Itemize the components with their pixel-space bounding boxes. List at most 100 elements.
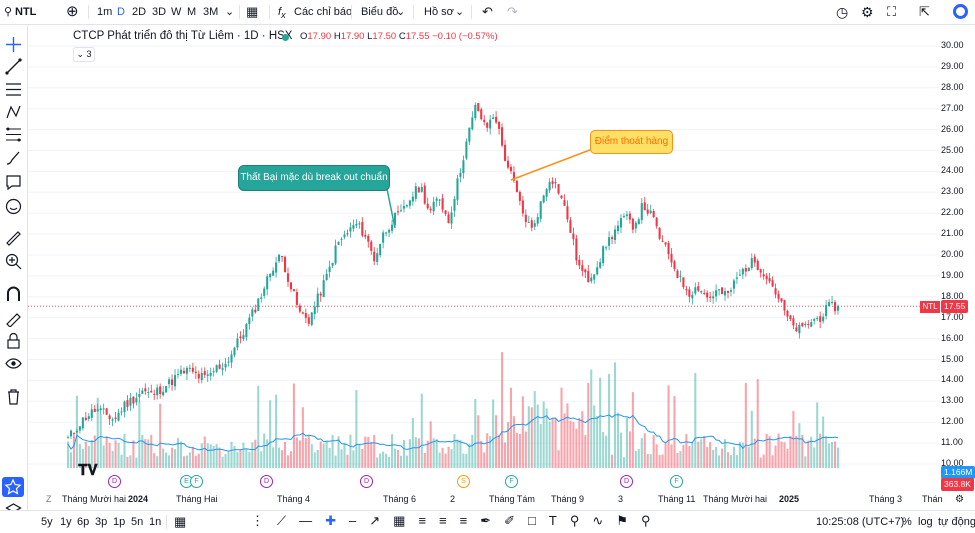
range-1y[interactable]: 1y — [60, 516, 72, 528]
interval-1m[interactable]: 1m — [97, 6, 113, 18]
favorite-star-button[interactable] — [2, 477, 24, 497]
indicators-button[interactable]: Các chỉ báo — [294, 6, 353, 18]
zoom-in-icon[interactable] — [4, 252, 23, 271]
volume-bar — [542, 401, 545, 468]
crosshair-tool-icon[interactable]: ✚ — [325, 513, 337, 528]
candle-body — [289, 282, 293, 290]
candle-body — [432, 201, 435, 212]
goto-date-icon[interactable]: ▦ — [174, 514, 187, 529]
flag-tool-icon[interactable]: ⚑ — [616, 513, 628, 528]
parallel-channel-icon[interactable] — [4, 80, 23, 99]
volume-bar — [349, 434, 352, 468]
event-marker[interactable]: F — [190, 475, 203, 488]
brush-tool-icon[interactable]: ✒ — [480, 513, 492, 528]
interval-w[interactable]: W — [171, 6, 182, 18]
fib-tool-icon[interactable]: ≡ — [418, 513, 427, 528]
emoji-icon[interactable] — [4, 197, 23, 216]
pitchfork-tool-icon[interactable]: ≡ — [459, 513, 468, 528]
event-marker[interactable]: D — [360, 475, 373, 488]
volume-bar — [197, 453, 200, 468]
event-marker[interactable]: F — [670, 475, 683, 488]
candle-body — [483, 119, 486, 123]
volume-bar — [141, 435, 144, 468]
candle-body — [147, 391, 150, 393]
clock-time[interactable]: 10:25:08 (UTC+7) — [816, 516, 905, 528]
share-icon[interactable]: ⇱ — [919, 4, 930, 19]
event-marker[interactable]: S — [457, 475, 470, 488]
lock-drawing-icon[interactable] — [4, 308, 23, 327]
zoom-z-button[interactable]: Z — [46, 494, 52, 504]
undo-icon[interactable]: ↶ — [482, 4, 493, 19]
auto-toggle[interactable]: tự động — [938, 516, 975, 528]
profile-button[interactable]: Hồ sơ — [424, 6, 454, 18]
event-marker[interactable]: D — [108, 475, 121, 488]
range-5n[interactable]: 5n — [131, 516, 144, 528]
zoom-tool-icon[interactable]: ⚲ — [640, 513, 651, 528]
annotation-exit-point[interactable]: Điểm thoát hàng — [590, 130, 673, 154]
path-tool-icon[interactable]: ↗ — [369, 513, 381, 528]
lock-icon[interactable] — [4, 331, 23, 350]
eye-icon[interactable] — [4, 354, 23, 373]
event-marker[interactable]: F — [505, 475, 518, 488]
volume-bar — [697, 441, 700, 468]
drag-handle-icon[interactable]: ⋮ — [251, 513, 264, 528]
event-marker[interactable]: D — [620, 475, 633, 488]
chevron-down-icon[interactable]: ⌄ — [455, 6, 465, 18]
text-note-icon[interactable] — [4, 173, 23, 192]
pin-tool-icon[interactable]: ⚲ — [569, 513, 580, 528]
trash-icon[interactable] — [4, 387, 23, 406]
percent-toggle[interactable]: % — [902, 516, 912, 528]
range-3p[interactable]: 3p — [95, 516, 108, 528]
volume-bar — [750, 410, 753, 468]
settings-gear-icon[interactable]: ⚙ — [955, 494, 964, 505]
crosshair-icon[interactable] — [4, 35, 23, 54]
hline-tool-icon[interactable]: — — [299, 513, 313, 528]
alert-clock-icon[interactable]: ◷ — [836, 4, 849, 20]
ray-tool-icon[interactable]: – — [349, 513, 357, 528]
price-tick-label: 22.00 — [941, 207, 964, 218]
magnet-icon[interactable] — [4, 285, 23, 304]
candle-body — [560, 195, 563, 199]
gear-icon[interactable]: ⚙ — [861, 4, 874, 20]
candle-body — [524, 214, 527, 223]
channel-tool-icon[interactable]: ▦ — [393, 513, 406, 528]
chevron-down-icon[interactable]: ⌄ — [225, 6, 235, 18]
rectangle-tool-icon[interactable]: □ — [528, 513, 536, 528]
interval-3m[interactable]: 3M — [203, 6, 219, 18]
volume-bar — [260, 451, 263, 468]
ruler-icon[interactable] — [4, 229, 23, 248]
annotation-failed-breakout[interactable]: Thất Bại mặc dù break out chuẩn — [238, 165, 390, 191]
text-tool-icon[interactable]: T — [548, 513, 557, 528]
trend-line-icon[interactable] — [4, 57, 23, 76]
chevron-down-icon[interactable]: ⌄ — [396, 6, 406, 18]
wave-tool-icon[interactable]: ∿ — [592, 513, 604, 528]
chart-pane[interactable] — [28, 25, 940, 490]
symbol-label[interactable]: NTL — [15, 6, 37, 18]
redo-icon[interactable]: ↷ — [507, 4, 518, 19]
fx-icon[interactable]: fx — [278, 6, 286, 21]
fullscreen-icon[interactable]: ⛶ — [887, 4, 897, 19]
range-6p[interactable]: 6p — [77, 516, 90, 528]
range-1p[interactable]: 1p — [113, 516, 126, 528]
pattern-icon[interactable] — [4, 103, 23, 122]
highlighter-tool-icon[interactable]: ✐ — [504, 513, 516, 528]
gann-tool-icon[interactable]: ≡ — [439, 513, 447, 528]
candle-type-icon[interactable]: ▦ — [246, 4, 259, 19]
search-icon[interactable]: ⚲ — [4, 6, 13, 18]
interval-m[interactable]: M — [187, 6, 197, 18]
compare-plus-icon[interactable]: ⊕ — [66, 3, 79, 20]
fib-icon[interactable] — [4, 125, 23, 144]
indicators-collapse-toggle[interactable]: ⌄ 3 — [73, 47, 95, 62]
interval-3d[interactable]: 3D — [152, 6, 167, 18]
range-1n[interactable]: 1n — [149, 516, 162, 528]
chart-type-button[interactable]: Biểu đồ — [361, 6, 399, 18]
interval-d[interactable]: D — [117, 6, 125, 18]
volume-bar — [489, 436, 492, 468]
log-toggle[interactable]: log — [918, 516, 933, 528]
brush-icon[interactable] — [4, 148, 23, 167]
line-tool-icon[interactable]: ⟋ — [277, 513, 287, 528]
range-5y[interactable]: 5y — [41, 516, 53, 528]
event-marker[interactable]: D — [260, 475, 273, 488]
volume-bar — [735, 455, 738, 468]
interval-2d[interactable]: 2D — [132, 6, 147, 18]
